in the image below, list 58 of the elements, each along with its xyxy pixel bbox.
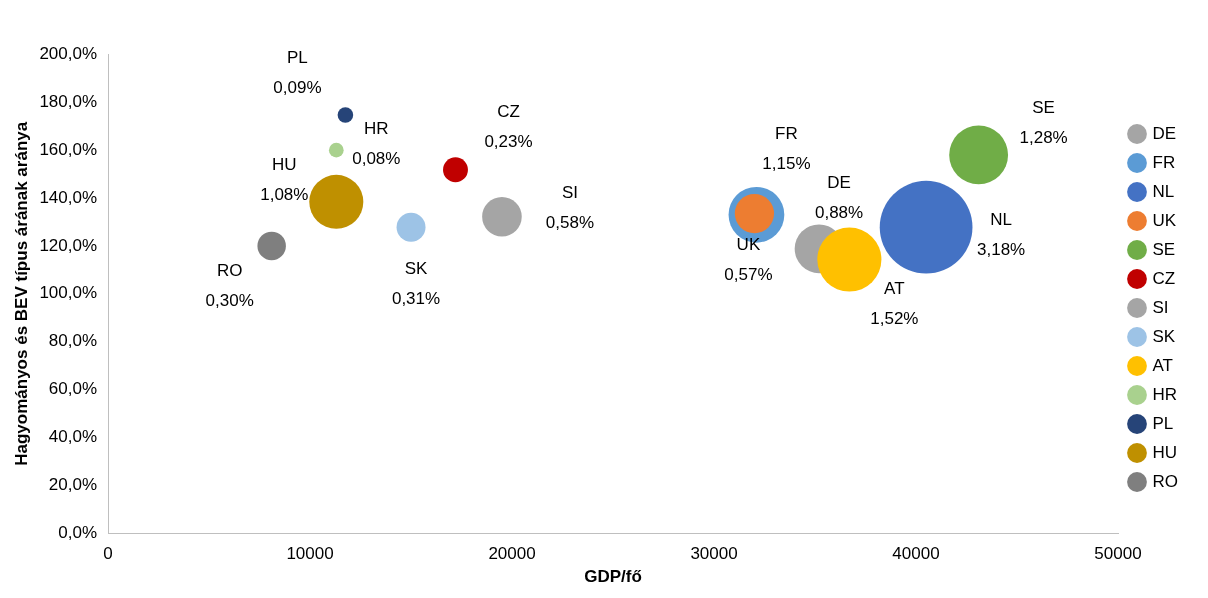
legend-label: CZ xyxy=(1152,268,1176,288)
x-tick-label: 0 xyxy=(103,544,113,564)
data-label: 0,58% xyxy=(545,213,595,233)
y-tick-label: 100,0% xyxy=(39,283,98,303)
x-tick-label: 30000 xyxy=(690,544,738,564)
legend-label: SK xyxy=(1152,326,1176,346)
legend-label: FR xyxy=(1152,152,1176,172)
data-label: 0,08% xyxy=(352,148,401,168)
y-tick-label: 160,0% xyxy=(39,139,98,159)
y-tick-label: 120,0% xyxy=(39,235,98,255)
text: FR xyxy=(775,124,798,144)
text: SE xyxy=(1032,97,1055,117)
data-label: 0,31% xyxy=(391,288,441,308)
x-tick-label: 50000 xyxy=(1094,544,1142,564)
data-label: 0,88% xyxy=(814,203,864,223)
data-label: 0,09% xyxy=(273,77,322,97)
text: CZ xyxy=(497,102,520,122)
y-tick-label: 180,0% xyxy=(39,91,98,111)
legend-label: AT xyxy=(1152,355,1173,375)
text: HU xyxy=(272,154,297,174)
data-label: 1,52% xyxy=(870,309,919,329)
data-label: 1,08% xyxy=(260,184,309,204)
legend-label: HR xyxy=(1152,384,1178,404)
data-label: 1,15% xyxy=(762,154,811,174)
y-tick-label: 20,0% xyxy=(48,475,98,494)
data-label: 1,28% xyxy=(1019,127,1068,147)
x-tick-label: 10000 xyxy=(286,544,334,564)
data-label: 3,18% xyxy=(977,239,1026,259)
data-label: 0,23% xyxy=(484,132,533,152)
text: UK xyxy=(736,235,761,255)
legend-label: RO xyxy=(1152,471,1178,491)
text: NL xyxy=(990,209,1012,229)
y-tick-label: 80,0% xyxy=(48,331,98,351)
legend-label: DE xyxy=(1152,123,1177,143)
text: RO xyxy=(216,260,243,280)
legend-label: NL xyxy=(1152,181,1175,201)
text: AT xyxy=(884,279,905,299)
y-tick-label: 60,0% xyxy=(48,379,98,399)
text: SI xyxy=(561,183,578,203)
text: DE xyxy=(827,173,851,193)
legend-label: PL xyxy=(1152,413,1174,433)
y-tick-label: 140,0% xyxy=(39,187,98,207)
text: PL xyxy=(287,47,308,67)
y-tick-label: 0,0% xyxy=(58,522,98,542)
y-tick-label: 40,0% xyxy=(48,427,98,447)
text: SK xyxy=(404,258,428,278)
legend-label: SE xyxy=(1152,239,1176,259)
y-tick-label: 200,0% xyxy=(39,44,98,64)
x-tick-label: 40000 xyxy=(892,544,940,564)
text: HR xyxy=(364,118,389,138)
data-label: 0,30% xyxy=(205,290,254,310)
y-axis-title: Hagyományos és BEV típus árának aránya xyxy=(11,121,31,466)
legend-label: SI xyxy=(1152,297,1169,317)
legend-label: HU xyxy=(1152,442,1178,462)
x-axis-title: GDP/fő xyxy=(584,567,642,587)
legend-label: UK xyxy=(1152,210,1177,230)
data-label: 0,57% xyxy=(724,265,773,285)
x-tick-label: 20000 xyxy=(488,544,536,564)
